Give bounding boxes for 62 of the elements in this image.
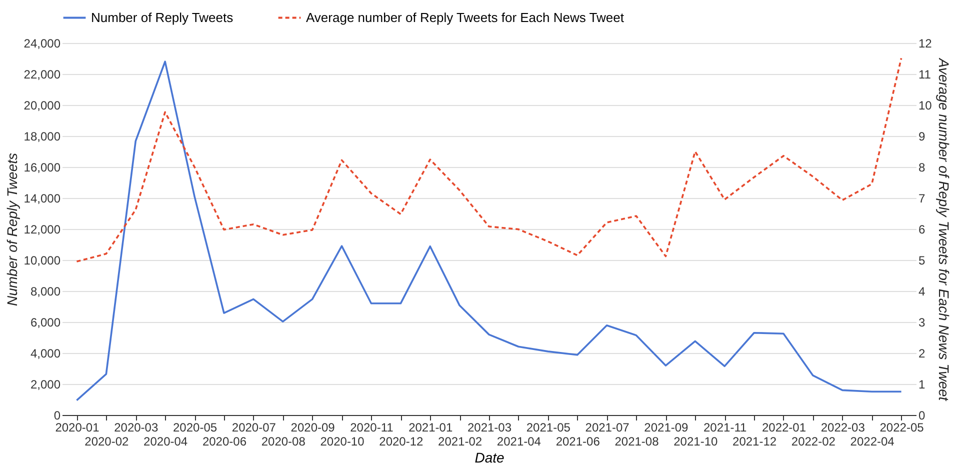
- line-series: [76, 60, 902, 402]
- y-tick-label: 8,000: [30, 284, 61, 298]
- y2-tick-label: 3: [918, 316, 926, 330]
- y2-tick-label: 5: [918, 254, 926, 268]
- x-tick-label: 2021-07: [585, 420, 630, 434]
- y-tick-label: 12,000: [24, 222, 61, 236]
- legend-label: Number of Reply Tweets: [91, 10, 234, 25]
- x-tick-label: 2022-04: [850, 434, 895, 448]
- y-tick-label: 2,000: [30, 378, 61, 392]
- x-tick-label: 2021-12: [732, 434, 777, 448]
- y-tick-label: 10,000: [24, 254, 61, 268]
- y-tick-label: 0: [54, 408, 61, 422]
- x-tick-label: 2022-01: [762, 420, 806, 434]
- x-tick-label: 2020-09: [290, 420, 336, 434]
- y2-tick-label: 2: [918, 346, 926, 360]
- x-tick-label: 2021-09: [644, 420, 689, 434]
- x-tick-label: 2020-01: [55, 420, 100, 434]
- y2-tick-label: 11: [918, 68, 932, 82]
- x-tick-label: 2020-02: [84, 434, 130, 448]
- y-tick-label: 6,000: [30, 316, 61, 330]
- x-tick-label: 2020-04: [144, 434, 188, 448]
- x-tick-label: 2020-03: [114, 420, 158, 434]
- y2-tick-label: 7: [918, 192, 926, 206]
- y-tick-label: 20,000: [24, 98, 61, 112]
- x-tick-label: 2020-11: [350, 420, 394, 434]
- y-tick-label: 22,000: [24, 68, 61, 82]
- y2-tick-label: 10: [918, 98, 932, 112]
- x-tick-label: 2021-08: [614, 434, 660, 448]
- y-tick-label: 4,000: [30, 346, 61, 360]
- x-tick-label: 2021-11: [704, 420, 747, 434]
- y2-tick-label: 8: [918, 160, 926, 174]
- y2-tick-label: 4: [918, 284, 926, 298]
- x-tick-label: 2021-02: [438, 434, 482, 448]
- y2-tick-label: 6: [918, 222, 926, 236]
- y2-tick-label: 1: [918, 378, 926, 392]
- y2-tick-label: 0: [918, 408, 926, 422]
- y-tick-label: 24,000: [24, 36, 61, 50]
- x-tick-label: 2020-05: [172, 420, 218, 434]
- x-tick-label: 2022-05: [880, 420, 924, 434]
- x-tick-label: 2021-06: [556, 434, 600, 448]
- x-tick-label: 2020-12: [379, 434, 424, 448]
- x-tick-label: 2020-08: [261, 434, 306, 448]
- y-tick-label: 14,000: [24, 192, 61, 206]
- y2-axis-title: Average number of Reply Tweets for Each News Tweet: [936, 57, 952, 402]
- x-tick-label: 2022-02: [791, 434, 836, 448]
- x-tick-label: 2022-03: [820, 420, 866, 434]
- x-tick-label: 2021-03: [467, 420, 512, 434]
- y-tick-label: 18,000: [24, 130, 61, 144]
- y-tick-label: 16,000: [24, 160, 61, 174]
- x-tick-label: 2021-10: [674, 434, 718, 448]
- legend-label: Average number of Reply Tweets for Each News Tweet: [306, 10, 624, 25]
- y2-tick-label: 9: [918, 130, 926, 144]
- x-tick-label: 2020-07: [232, 420, 276, 434]
- x-tick-label: 2021-04: [496, 434, 542, 448]
- x-axis-title: Date: [474, 450, 504, 466]
- line-series: [76, 57, 902, 262]
- x-tick-label: 2021-05: [526, 420, 571, 434]
- x-tick-label: 2020-06: [202, 434, 247, 448]
- x-tick-label: 2020-10: [320, 434, 365, 448]
- x-tick-label: 2021-01: [408, 420, 453, 434]
- y-axis-title: Number of Reply Tweets: [4, 152, 20, 306]
- y2-tick-label: 12: [918, 36, 932, 50]
